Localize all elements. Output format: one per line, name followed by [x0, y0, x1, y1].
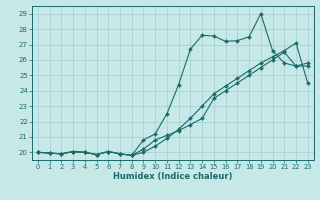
X-axis label: Humidex (Indice chaleur): Humidex (Indice chaleur)	[113, 172, 233, 181]
